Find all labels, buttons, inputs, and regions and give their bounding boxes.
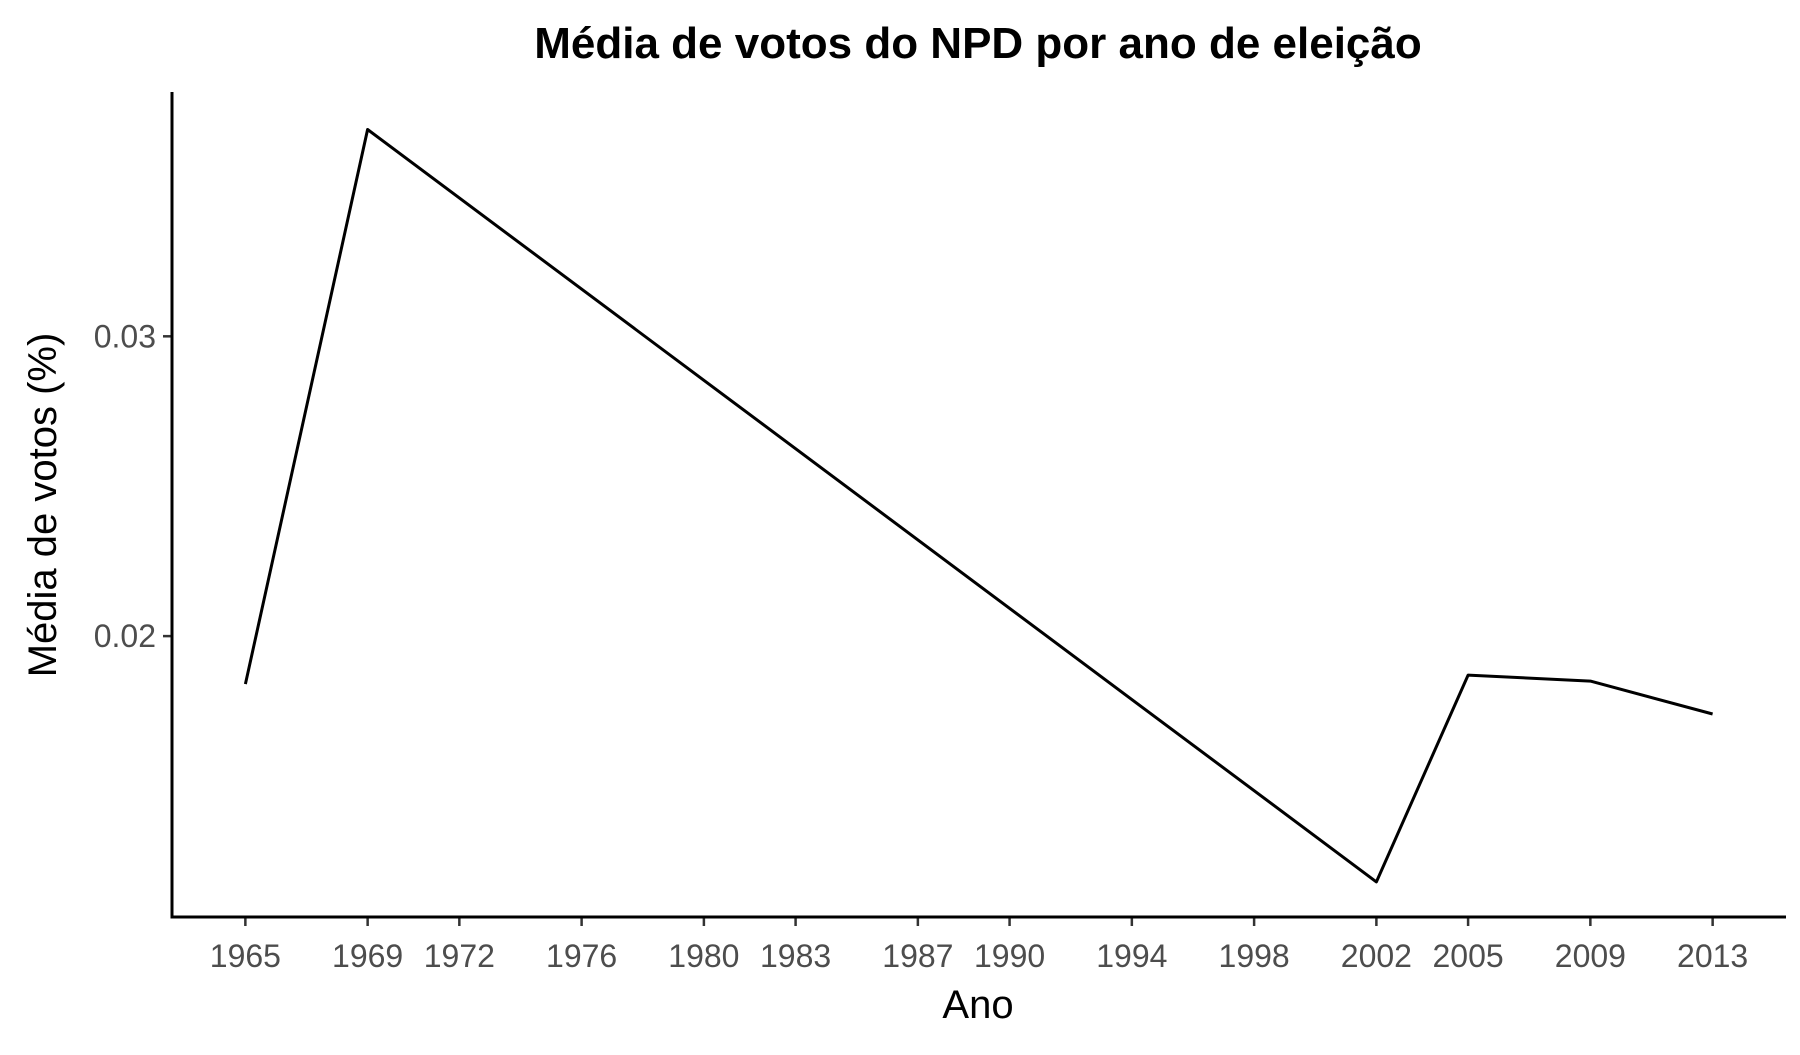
series-line: [243, 128, 1713, 884]
x-tick-label: 1990: [974, 938, 1045, 974]
y-axis-title: Média de votos (%): [21, 333, 65, 678]
x-tick-label: 2013: [1677, 938, 1748, 974]
y-tick-label: 0.03: [94, 318, 156, 354]
x-tick-label: 1965: [210, 938, 281, 974]
series-group: [243, 128, 1713, 884]
y-axis-ticks: 0.02 0.03: [94, 318, 172, 654]
x-tick-label: 1969: [332, 938, 403, 974]
x-tick-label: 1983: [760, 938, 831, 974]
x-tick-label: 1987: [882, 938, 953, 974]
x-tick-label: 2005: [1432, 938, 1503, 974]
x-tick-label: 1994: [1096, 938, 1167, 974]
x-tick-label: 1976: [546, 938, 617, 974]
chart-title: Média de votos do NPD por ano de eleição: [534, 19, 1422, 68]
x-tick-label: 1972: [424, 938, 495, 974]
y-tick-label: 0.02: [94, 618, 156, 654]
x-axis-title: Ano: [942, 983, 1013, 1027]
x-tick-label: 2009: [1555, 938, 1626, 974]
x-tick-label: 1980: [668, 938, 739, 974]
x-tick-label: 1998: [1219, 938, 1290, 974]
x-axis-ticks: 1965 1969 1972 1976 1980 1983 1987 1990 1994 1998…: [210, 917, 1748, 974]
x-tick-label: 2002: [1341, 938, 1412, 974]
